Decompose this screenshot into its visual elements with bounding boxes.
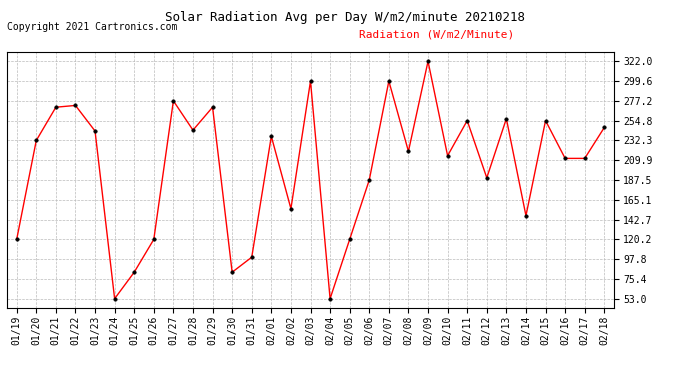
Point bbox=[560, 155, 571, 161]
Point bbox=[168, 98, 179, 104]
Point bbox=[344, 236, 355, 242]
Point bbox=[109, 296, 120, 302]
Text: Copyright 2021 Cartronics.com: Copyright 2021 Cartronics.com bbox=[7, 22, 177, 32]
Point bbox=[442, 153, 453, 159]
Point bbox=[286, 206, 297, 212]
Point bbox=[599, 124, 610, 130]
Point bbox=[520, 213, 531, 219]
Point bbox=[207, 104, 218, 110]
Point bbox=[129, 269, 140, 275]
Point bbox=[364, 177, 375, 183]
Point bbox=[266, 134, 277, 140]
Point bbox=[422, 58, 433, 64]
Text: Solar Radiation Avg per Day W/m2/minute 20210218: Solar Radiation Avg per Day W/m2/minute … bbox=[165, 11, 525, 24]
Text: Radiation (W/m2/Minute): Radiation (W/m2/Minute) bbox=[359, 30, 514, 40]
Point bbox=[90, 128, 101, 134]
Point bbox=[246, 254, 257, 260]
Point bbox=[324, 296, 335, 302]
Point bbox=[403, 148, 414, 154]
Point bbox=[50, 104, 61, 110]
Point bbox=[188, 127, 199, 133]
Point bbox=[305, 78, 316, 84]
Point bbox=[540, 118, 551, 124]
Point bbox=[148, 236, 159, 242]
Point bbox=[11, 236, 22, 242]
Point bbox=[462, 118, 473, 124]
Point bbox=[31, 138, 42, 144]
Point bbox=[481, 175, 492, 181]
Point bbox=[226, 269, 237, 275]
Point bbox=[384, 78, 395, 84]
Point bbox=[579, 155, 590, 161]
Point bbox=[70, 102, 81, 108]
Point bbox=[501, 116, 512, 122]
